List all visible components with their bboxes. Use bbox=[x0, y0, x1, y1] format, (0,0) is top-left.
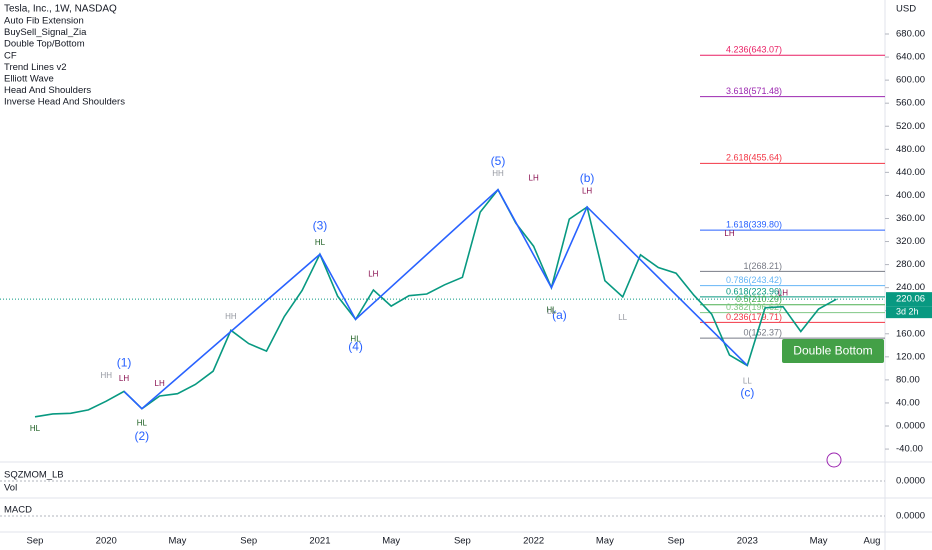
pivot-label: LH bbox=[155, 379, 165, 388]
fib-label: 0.618(223.96) bbox=[726, 286, 782, 296]
x-tick-label: May bbox=[596, 536, 614, 547]
y-tick-label: 560.00 bbox=[896, 98, 925, 109]
fib-label: 1(268.21) bbox=[743, 261, 782, 271]
y-tick-label: 40.00 bbox=[896, 397, 920, 408]
fib-label: 1.618(339.80) bbox=[726, 220, 782, 230]
pivot-label: LL bbox=[618, 313, 627, 322]
x-tick-label: Sep bbox=[454, 536, 471, 547]
pane-value-label: 0.0000 bbox=[896, 511, 925, 522]
wave-label: (3) bbox=[313, 218, 328, 232]
pivot-label: HL bbox=[315, 238, 326, 247]
pivot-label: LL bbox=[547, 307, 556, 316]
x-tick-label: Sep bbox=[27, 536, 44, 547]
fib-label: 2.618(455.64) bbox=[726, 153, 782, 163]
y-tick-label: 440.00 bbox=[896, 167, 925, 178]
countdown-label: 3d 2h bbox=[896, 307, 919, 317]
fib-label: 0.382(196.62) bbox=[726, 302, 782, 312]
y-tick-label: 240.00 bbox=[896, 282, 925, 293]
price-tag-label: 220.06 bbox=[896, 294, 925, 305]
indicator-name: Inverse Head And Shoulders bbox=[4, 97, 125, 108]
pivot-label: LL bbox=[743, 376, 752, 385]
y-tick-label: 640.00 bbox=[896, 52, 925, 63]
indicator-name: Double Top/Bottom bbox=[4, 39, 85, 50]
wave-label: (a) bbox=[552, 308, 567, 322]
pivot-label: LH bbox=[368, 269, 378, 278]
fib-label: 3.618(571.48) bbox=[726, 86, 782, 96]
pivot-label: LH bbox=[119, 374, 129, 383]
pivot-label: HL bbox=[30, 424, 41, 433]
x-tick-label: 2022 bbox=[523, 536, 544, 547]
wave-label: (b) bbox=[580, 171, 595, 185]
x-tick-label: Sep bbox=[240, 536, 257, 547]
x-tick-label: 2020 bbox=[96, 536, 117, 547]
wave-line bbox=[123, 188, 748, 410]
indicator-name: BuySell_Signal_Zia bbox=[4, 27, 87, 38]
y-tick-label: 680.00 bbox=[896, 29, 925, 40]
x-tick-label: May bbox=[810, 536, 828, 547]
x-tick-label: 2023 bbox=[737, 536, 758, 547]
y-tick-label: 400.00 bbox=[896, 190, 925, 201]
pivot-label: LH bbox=[529, 174, 539, 183]
chart-title: Tesla, Inc., 1W, NASDAQ bbox=[4, 4, 117, 15]
wave-label: (1) bbox=[117, 356, 132, 370]
y-tick-label: 520.00 bbox=[896, 121, 925, 132]
y-tick-label: 0.0000 bbox=[896, 421, 925, 432]
wave-label: (2) bbox=[135, 429, 150, 443]
y-tick-label: 480.00 bbox=[896, 144, 925, 155]
pivot-label: LH bbox=[778, 288, 788, 297]
y-tick-label: 280.00 bbox=[896, 259, 925, 270]
fib-label: 0.786(243.42) bbox=[726, 275, 782, 285]
pivot-label: HH bbox=[492, 169, 504, 178]
pane-value-label: 0.0000 bbox=[896, 476, 925, 487]
pane-label: MACD bbox=[4, 505, 32, 516]
fib-label: 0.236(179.71) bbox=[726, 312, 782, 322]
pane-label: Vol bbox=[4, 483, 17, 494]
wave-label: (4) bbox=[348, 340, 363, 354]
pattern-box bbox=[782, 339, 884, 363]
pattern-label: Double Bottom bbox=[793, 344, 872, 358]
indicator-name: CF bbox=[4, 50, 17, 61]
fib-label: 0.5(210.29) bbox=[736, 294, 782, 304]
pivot-label: LH bbox=[582, 186, 592, 195]
y-tick-label: 80.00 bbox=[896, 374, 920, 385]
price-line bbox=[34, 188, 837, 418]
pivot-label: HL bbox=[137, 418, 148, 427]
y-tick-label: 360.00 bbox=[896, 213, 925, 224]
price-tag bbox=[886, 292, 932, 307]
pane-label: SQZMOM_LB bbox=[4, 470, 64, 481]
pivot-label: HH bbox=[225, 312, 237, 321]
y-tick-label: 320.00 bbox=[896, 236, 925, 247]
pivot-label: LH bbox=[724, 229, 734, 238]
y-tick-label: 600.00 bbox=[896, 75, 925, 86]
y-tick-label: -40.00 bbox=[896, 444, 923, 455]
x-tick-label: May bbox=[168, 536, 186, 547]
indicator-name: Elliott Wave bbox=[4, 74, 54, 85]
y-tick-label: 120.00 bbox=[896, 351, 925, 362]
pivot-label: HL bbox=[546, 305, 557, 314]
fib-label: 0(152.37) bbox=[743, 328, 782, 338]
x-tick-label: 2021 bbox=[309, 536, 330, 547]
fib-label: 4.236(643.07) bbox=[726, 45, 782, 55]
indicator-name: Auto Fib Extension bbox=[4, 16, 84, 27]
indicator-name: Trend Lines v2 bbox=[4, 62, 67, 73]
wave-label: (5) bbox=[491, 154, 506, 168]
currency: USD bbox=[896, 4, 916, 15]
y-tick-label: 160.00 bbox=[896, 328, 925, 339]
pivot-label: HH bbox=[100, 371, 112, 380]
wave-label: (c) bbox=[740, 386, 754, 400]
alert-icon[interactable] bbox=[826, 452, 842, 468]
x-tick-label: Sep bbox=[668, 536, 685, 547]
x-tick-label: May bbox=[382, 536, 400, 547]
countdown-tag bbox=[886, 306, 932, 319]
x-tick-label: Aug bbox=[864, 536, 881, 547]
indicator-name: Head And Shoulders bbox=[4, 85, 91, 96]
pivot-label: HL bbox=[350, 334, 361, 343]
